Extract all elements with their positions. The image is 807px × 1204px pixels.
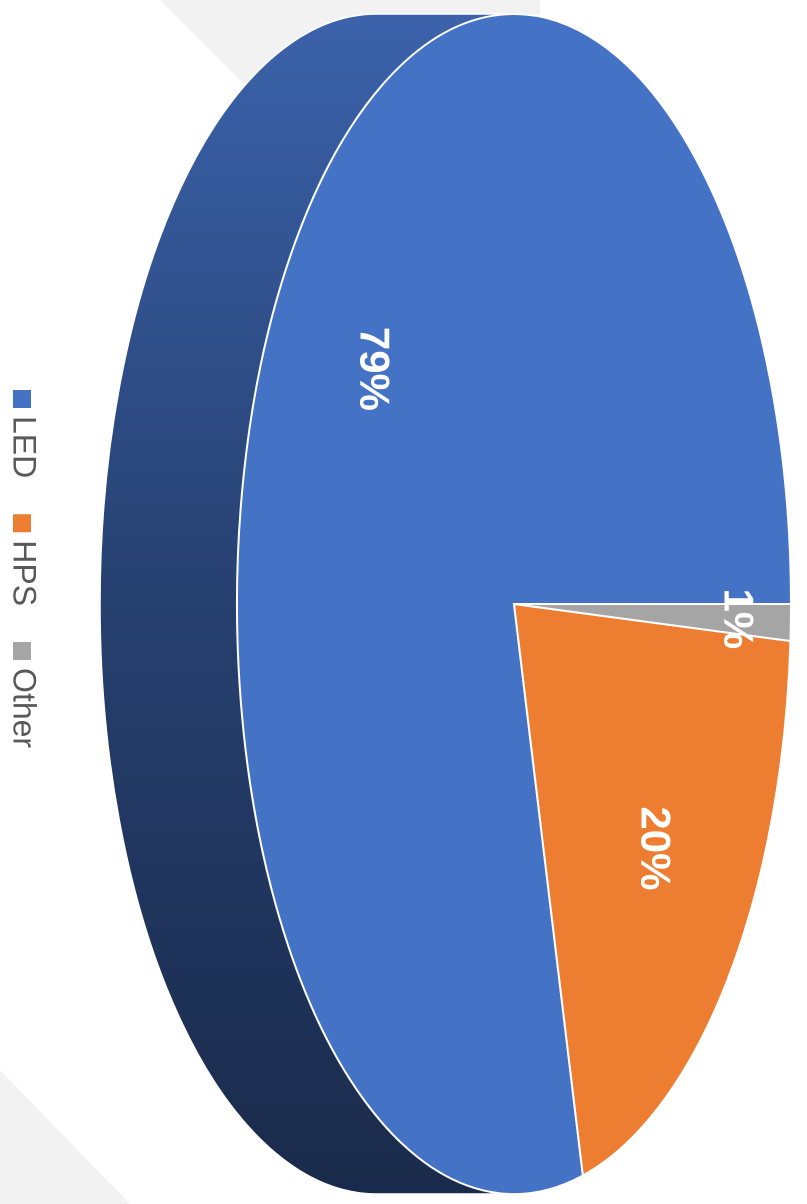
data-label: 20%	[633, 806, 680, 890]
pie-slice	[512, 602, 792, 1178]
legend-swatch	[13, 514, 31, 533]
pie-slice	[513, 603, 793, 643]
legend-label: Other	[7, 668, 43, 748]
data-label: 79%	[352, 327, 399, 411]
legend: LED HPS Other	[7, 390, 43, 748]
legend-swatch	[13, 642, 31, 661]
legend-items: LED HPS Other	[7, 390, 43, 748]
legend-swatch	[13, 390, 31, 408]
data-label: 1%	[715, 588, 762, 649]
legend-label: HPS	[7, 540, 43, 606]
pie: 79% 20% 1%	[99, 13, 793, 1195]
background-shape	[0, 1070, 130, 1204]
legend-label: LED	[7, 416, 43, 478]
